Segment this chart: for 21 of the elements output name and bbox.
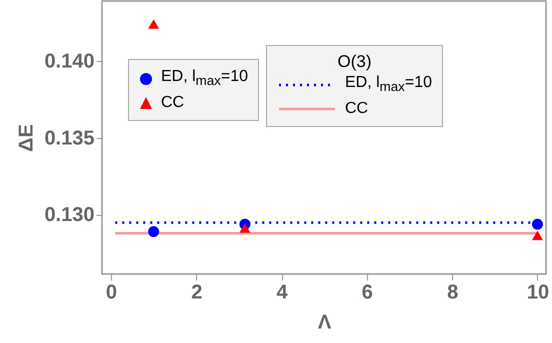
x-axis-title: Λ: [318, 312, 332, 334]
x-tick-label: 0: [106, 282, 118, 304]
x-tick-label: 10: [526, 282, 550, 304]
y-tick-label: 0.130: [44, 204, 94, 226]
legend-label: CC: [345, 99, 368, 120]
x-tick-label: 4: [276, 282, 288, 304]
point: [239, 223, 250, 233]
legend-label: CC: [161, 93, 184, 114]
y-axis-title: ΔE: [15, 124, 38, 152]
legend-title: O(3): [336, 52, 372, 72]
legend-label: ED, l$_{max}$=10: [345, 73, 432, 96]
legend-label: ED, l$_{max}$=10: [161, 67, 248, 90]
point: [148, 19, 160, 29]
x-tick-label: 6: [362, 282, 373, 304]
point: [148, 226, 160, 238]
x-tick-label: 8: [447, 282, 458, 304]
y-tick-label: 0.135: [44, 127, 94, 150]
y-tick-label: 0.140: [44, 50, 94, 72]
point: [532, 218, 543, 230]
x-tick-label: 2: [191, 282, 202, 304]
point: [532, 230, 543, 240]
